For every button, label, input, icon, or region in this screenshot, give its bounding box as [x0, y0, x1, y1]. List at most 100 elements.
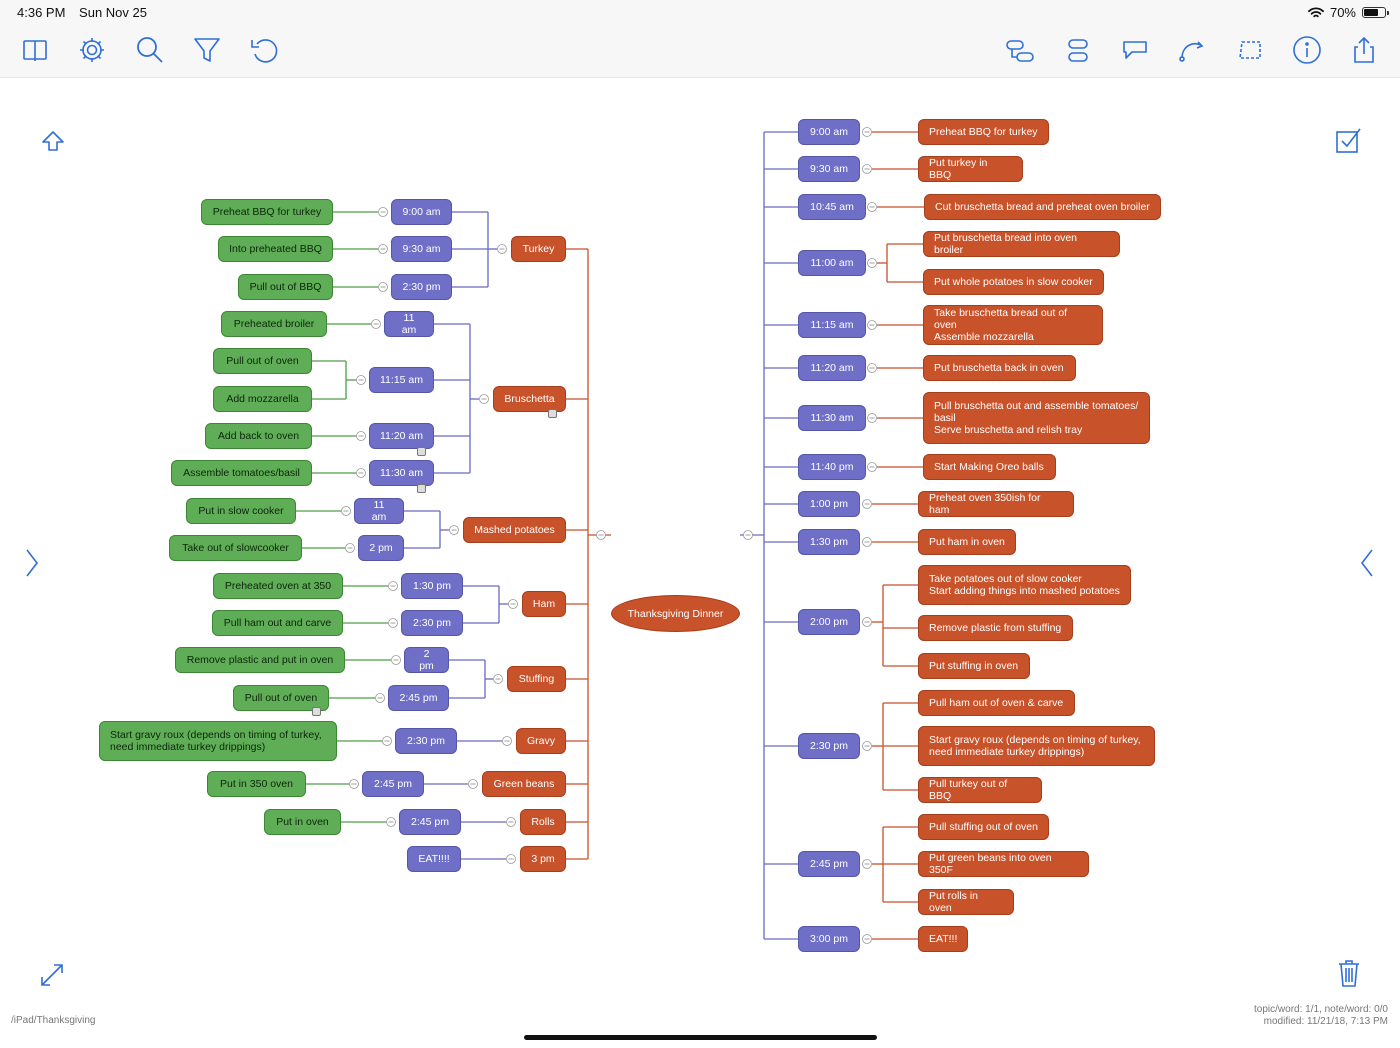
expand-icon[interactable] — [36, 960, 68, 990]
task-node[interactable]: Add back to oven — [205, 423, 312, 449]
subtopic-icon[interactable] — [1000, 30, 1040, 70]
task-node[interactable]: Preheated broiler — [221, 311, 327, 337]
branch-topic-stuffing[interactable]: Stuffing — [507, 666, 566, 692]
task-node[interactable]: Take bruschetta bread out of oven Assemb… — [923, 305, 1103, 345]
task-node[interactable]: Put in oven — [264, 809, 341, 835]
time-node[interactable]: 2:45 pm — [798, 851, 860, 877]
branch-topic-green-beans[interactable]: Green beans — [482, 771, 566, 797]
time-node[interactable]: 3:00 pm — [798, 926, 860, 952]
time-node[interactable]: 11:20 am — [369, 423, 434, 449]
task-node[interactable]: Put in 350 oven — [207, 771, 306, 797]
time-node[interactable]: 9:30 am — [391, 236, 452, 262]
callout-icon[interactable] — [1115, 30, 1155, 70]
go-up-icon[interactable] — [36, 128, 70, 156]
time-node[interactable]: 11:30 am — [798, 405, 866, 431]
filter-icon[interactable] — [187, 30, 227, 70]
task-node[interactable]: Pull bruschetta out and assemble tomatoe… — [923, 392, 1150, 444]
task-node[interactable]: Pull turkey out of BBQ — [918, 777, 1042, 803]
time-node[interactable]: 11:15 am — [798, 312, 866, 338]
branch-topic-rolls[interactable]: Rolls — [520, 809, 566, 835]
boundary-icon[interactable] — [1230, 30, 1270, 70]
branch-topic-ham[interactable]: Ham — [522, 591, 566, 617]
branch-topic-gravy[interactable]: Gravy — [516, 728, 566, 754]
task-node[interactable]: Start gravy roux (depends on timing of t… — [99, 721, 337, 761]
task-node[interactable]: Put ham in oven — [918, 529, 1016, 555]
branch-topic-3-pm[interactable]: 3 pm — [520, 846, 566, 872]
task-node[interactable]: Put rolls in oven — [918, 889, 1014, 915]
task-node[interactable]: Put bruschetta bread into oven broiler — [923, 231, 1120, 257]
time-node[interactable]: 11 am — [384, 311, 434, 337]
search-icon[interactable] — [130, 30, 170, 70]
chevron-right-icon[interactable] — [18, 546, 44, 580]
task-node[interactable]: Start Making Oreo balls — [923, 454, 1056, 480]
task-node[interactable]: EAT!!! — [918, 926, 968, 952]
task-node[interactable]: Put stuffing in oven — [918, 653, 1030, 679]
task-node[interactable]: Put in slow cooker — [186, 498, 296, 524]
time-node[interactable]: 11:15 am — [369, 367, 434, 393]
task-node[interactable]: Pull out of oven — [233, 685, 329, 711]
task-node[interactable]: Pull stuffing out of oven — [918, 814, 1049, 840]
trash-icon[interactable] — [1334, 956, 1364, 990]
chevron-left-icon[interactable] — [1355, 546, 1381, 580]
task-node[interactable]: Add mozzarella — [213, 386, 312, 412]
task-node[interactable]: Take out of slowcooker — [169, 535, 302, 561]
time-node[interactable]: 2:30 pm — [395, 728, 457, 754]
time-node[interactable]: 9:00 am — [798, 119, 860, 145]
time-node[interactable]: 2 pm — [358, 535, 404, 561]
note-badge-icon[interactable] — [417, 484, 426, 493]
time-node[interactable]: 11:30 am — [369, 460, 434, 486]
note-badge-icon[interactable] — [548, 409, 557, 418]
task-node[interactable]: Put bruschetta back in oven — [923, 355, 1076, 381]
task-node[interactable]: Preheated oven at 350 — [213, 573, 343, 599]
sibling-topic-icon[interactable] — [1058, 30, 1098, 70]
share-icon[interactable] — [1344, 30, 1384, 70]
branch-topic-mashed-potatoes[interactable]: Mashed potatoes — [463, 517, 566, 543]
time-node[interactable]: 11:00 am — [798, 250, 866, 276]
note-badge-icon[interactable] — [417, 447, 426, 456]
time-node[interactable]: 2:45 pm — [399, 809, 461, 835]
time-node[interactable]: 2:00 pm — [798, 609, 860, 635]
time-node[interactable]: 10:45 am — [798, 194, 866, 220]
time-node[interactable]: 2:45 pm — [388, 685, 449, 711]
info-icon[interactable] — [1287, 30, 1327, 70]
time-node[interactable]: 9:00 am — [391, 199, 452, 225]
home-indicator[interactable] — [524, 1035, 877, 1040]
mindmap-canvas[interactable]: Thanksgiving Dinner Turkey 9:00 am Preheat… — [0, 78, 1400, 1048]
time-node[interactable]: 11:40 pm — [798, 454, 866, 480]
task-node[interactable]: Into preheated BBQ — [218, 236, 333, 262]
task-node[interactable]: Take potatoes out of slow cooker Start a… — [918, 565, 1131, 605]
branch-topic-turkey[interactable]: Turkey — [511, 236, 566, 262]
task-node[interactable]: Pull ham out and carve — [212, 610, 343, 636]
task-node[interactable]: Preheat oven 350ish for ham — [918, 491, 1074, 517]
task-node[interactable]: Preheat BBQ for turkey — [918, 119, 1049, 145]
task-node[interactable]: Preheat BBQ for turkey — [201, 199, 333, 225]
gear-icon[interactable] — [72, 30, 112, 70]
book-icon[interactable] — [15, 30, 55, 70]
task-node[interactable]: Remove plastic and put in oven — [175, 647, 345, 673]
task-node[interactable]: Pull ham out of oven & carve — [918, 690, 1075, 716]
task-node[interactable]: Put green beans into oven 350F — [918, 851, 1089, 877]
time-node[interactable]: 2 pm — [404, 647, 449, 673]
task-node[interactable]: Assemble tomatoes/basil — [171, 460, 312, 486]
branch-topic-bruschetta[interactable]: Bruschetta — [493, 386, 566, 412]
time-node[interactable]: 1:30 pm — [401, 573, 463, 599]
time-node[interactable]: 2:30 pm — [798, 733, 860, 759]
time-node[interactable]: EAT!!!! — [407, 846, 461, 872]
time-node[interactable]: 2:30 pm — [401, 610, 463, 636]
task-node[interactable]: Put turkey in BBQ — [918, 156, 1023, 182]
time-node[interactable]: 11 am — [354, 498, 404, 524]
time-node[interactable]: 2:30 pm — [391, 274, 452, 300]
central-topic[interactable]: Thanksgiving Dinner — [611, 595, 740, 632]
time-node[interactable]: 9:30 am — [798, 156, 860, 182]
time-node[interactable]: 11:20 am — [798, 355, 866, 381]
time-node[interactable]: 2:45 pm — [362, 771, 424, 797]
task-node[interactable]: Pull out of oven — [213, 348, 312, 374]
relationship-icon[interactable] — [1172, 30, 1212, 70]
time-node[interactable]: 1:00 pm — [798, 491, 860, 517]
undo-icon[interactable] — [244, 30, 284, 70]
task-node[interactable]: Cut bruschetta bread and preheat oven br… — [924, 194, 1161, 220]
task-node[interactable]: Pull out of BBQ — [238, 274, 333, 300]
note-badge-icon[interactable] — [312, 707, 321, 716]
time-node[interactable]: 1:30 pm — [798, 529, 860, 555]
checkbox-task-icon[interactable] — [1330, 124, 1366, 156]
